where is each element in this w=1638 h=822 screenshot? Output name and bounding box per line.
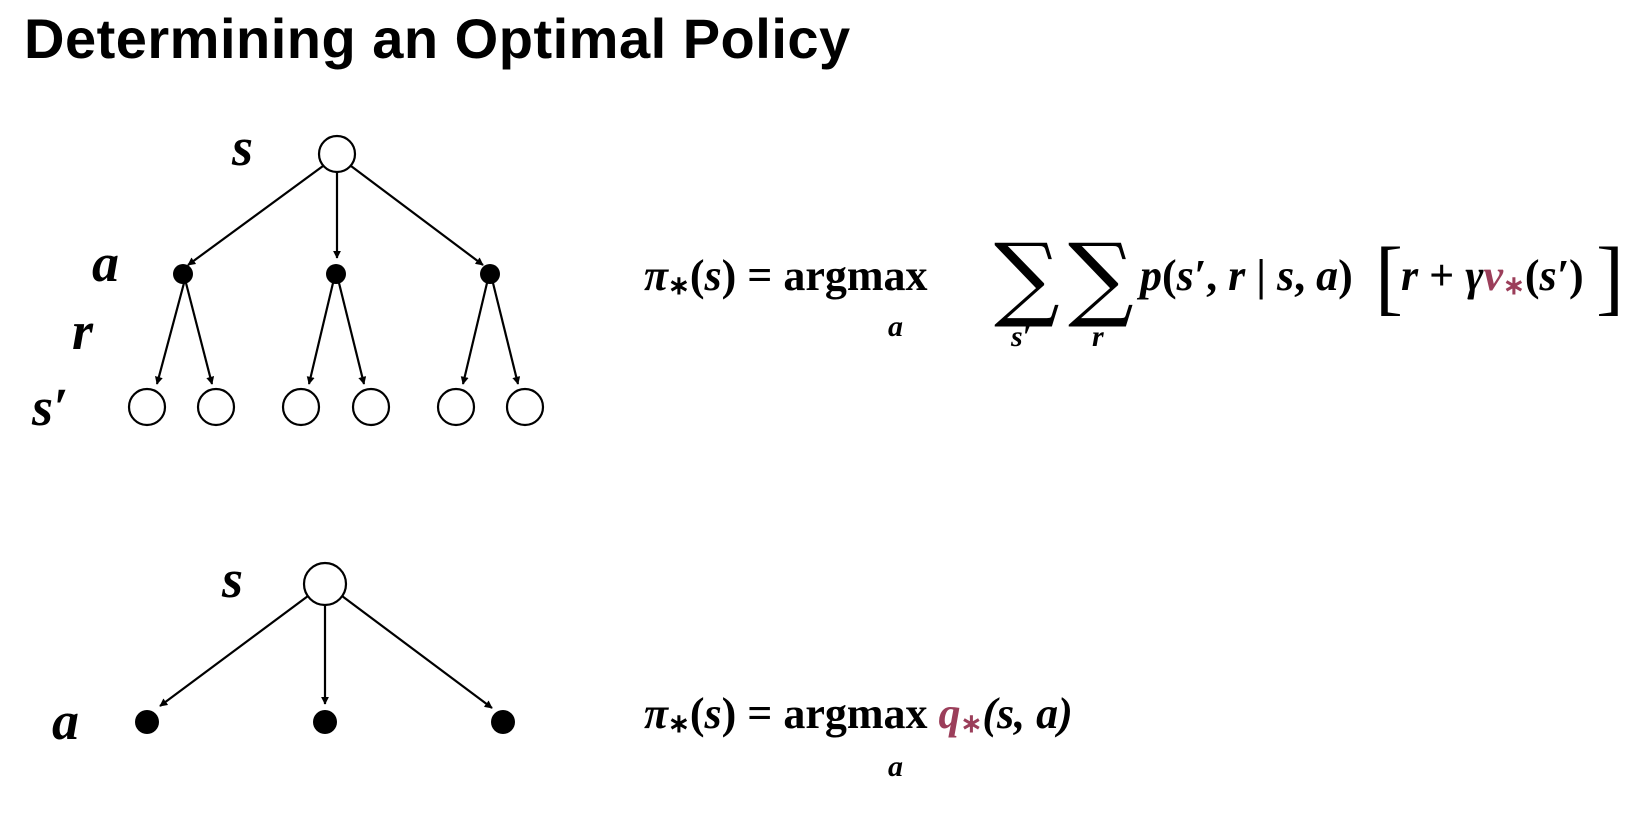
edge-action2-next1 <box>306 282 335 385</box>
top-label-reward: r <box>72 301 94 361</box>
edge-action1-next1 <box>154 282 186 385</box>
top-next-state-node-1 <box>127 387 167 427</box>
top-next-state-node-2 <box>196 387 236 427</box>
bottom-edge-3 <box>341 595 493 709</box>
argmax-operator-bottom: argmax <box>783 689 928 738</box>
optimal-action-value-function: q <box>938 689 961 738</box>
bottom-edge-1 <box>159 595 309 707</box>
top-action-node-1 <box>173 264 193 284</box>
bellman-target-term: r + γv∗(s′) <box>1401 251 1584 300</box>
top-label-state: s <box>232 117 254 177</box>
argmax-operator: argmax <box>783 251 928 300</box>
bracket-open: [ <box>1375 231 1403 324</box>
top-diagram-edges <box>154 165 521 385</box>
optimal-value-function: v <box>1483 251 1504 300</box>
edge-state-action-1 <box>187 165 324 266</box>
argmax-subscript-top: a <box>888 310 903 343</box>
sum2-subscript: r <box>1092 320 1104 353</box>
equals-sign: = <box>736 251 784 300</box>
bottom-state-node <box>302 561 348 607</box>
top-next-state-node-5 <box>436 387 476 427</box>
sum1-subscript: s′ <box>1011 320 1032 353</box>
bracket-close: ] <box>1596 231 1624 324</box>
bottom-diagram-edges <box>159 595 493 709</box>
top-label-next-state: s′ <box>32 377 69 437</box>
star-subscript: ∗ <box>668 271 690 300</box>
top-next-state-node-4 <box>351 387 391 427</box>
top-state-node <box>317 134 357 174</box>
top-action-node-2 <box>326 264 346 284</box>
bottom-action-node-3 <box>491 710 515 734</box>
edge-state-action-3 <box>350 165 484 266</box>
top-next-state-node-3 <box>281 387 321 427</box>
pi-symbol: π <box>644 251 669 300</box>
top-action-node-3 <box>480 264 500 284</box>
top-next-state-node-6 <box>505 387 545 427</box>
optimal-policy-equation-state-value: π∗(s) = argmax <box>644 251 928 300</box>
bottom-label-action: a <box>52 691 79 751</box>
bottom-label-state: s <box>222 549 244 609</box>
top-label-action: a <box>92 233 119 293</box>
edge-action3-next2 <box>491 282 521 385</box>
sum-over-next-states: ∑ <box>994 224 1060 331</box>
sum-over-rewards: ∑ <box>1068 224 1134 331</box>
bottom-action-node-2 <box>313 710 337 734</box>
optimal-policy-equation-action-value: π∗(s) = argmax q∗(s, a) <box>644 689 1073 738</box>
edge-action2-next2 <box>337 282 367 385</box>
edge-action1-next2 <box>184 282 215 385</box>
edge-action3-next1 <box>460 282 489 385</box>
bottom-action-node-1 <box>135 710 159 734</box>
transition-probability-term: p(s′, r | s, a) <box>1140 251 1353 300</box>
argmax-subscript-bottom: a <box>888 750 903 783</box>
slide-title: Determining an Optimal Policy <box>24 7 851 70</box>
